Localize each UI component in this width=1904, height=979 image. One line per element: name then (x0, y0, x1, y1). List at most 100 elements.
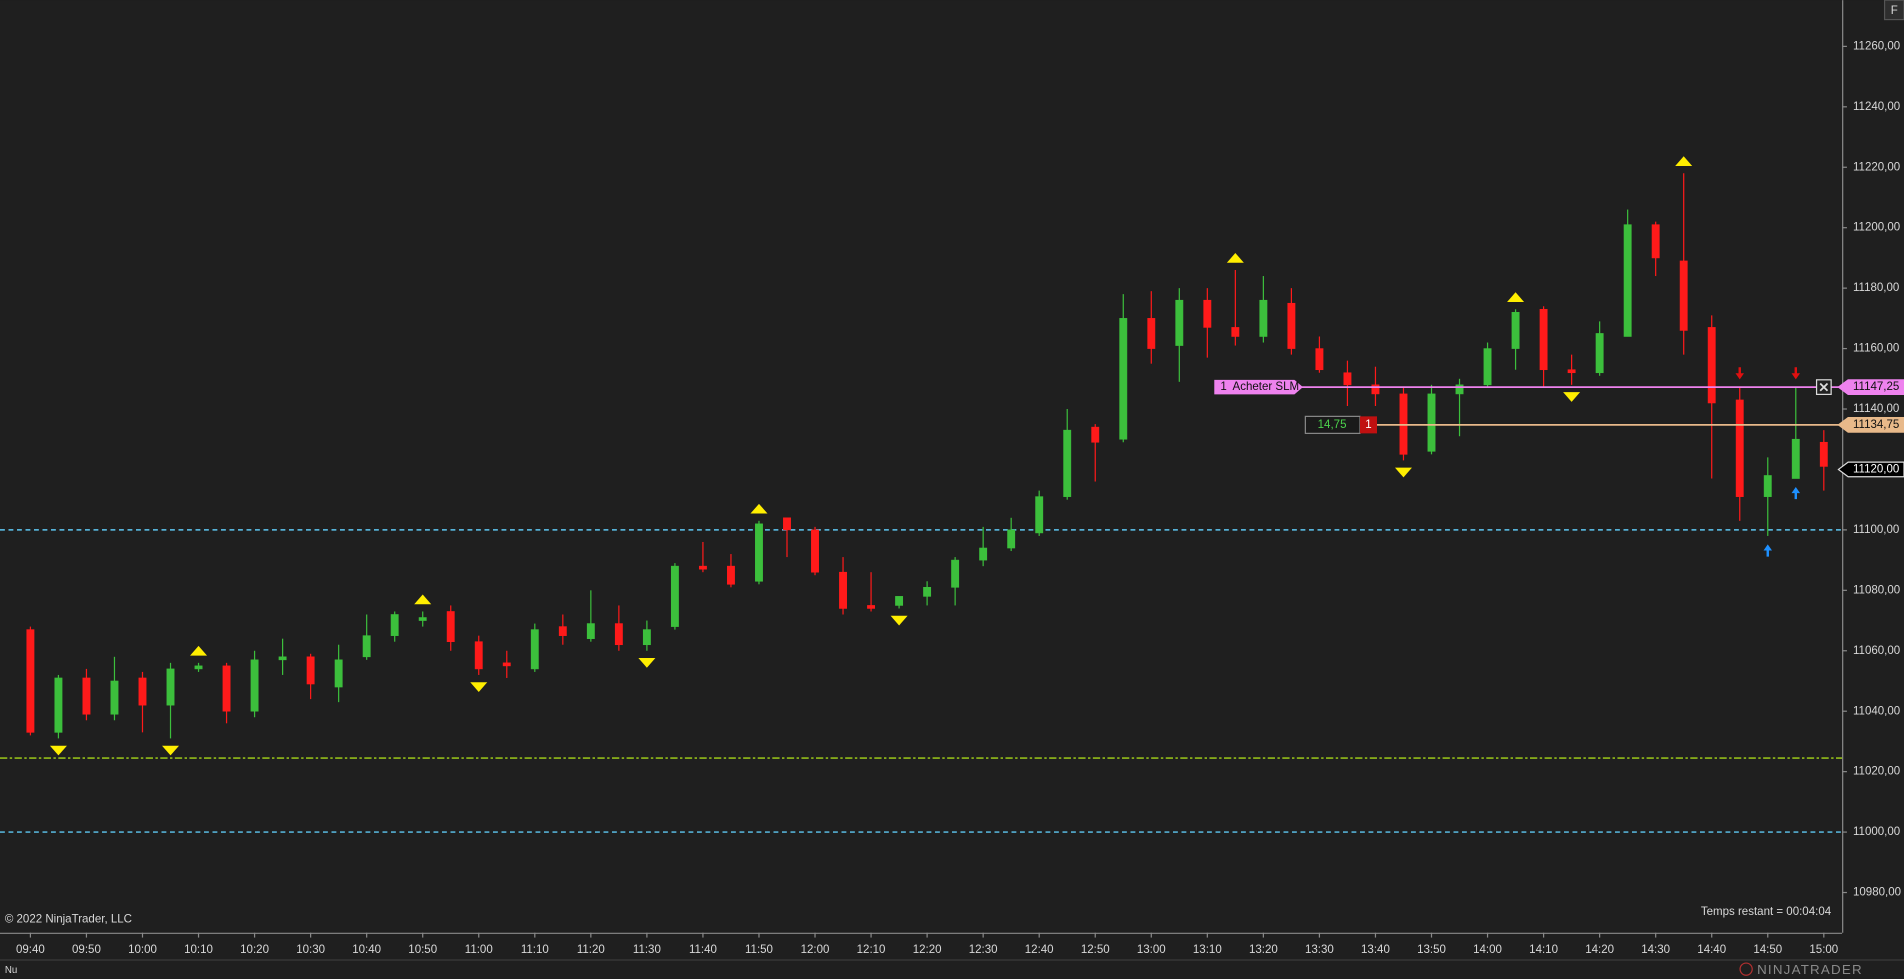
candle-body (1819, 441, 1828, 467)
candle-body (1595, 333, 1604, 374)
candle-body (418, 617, 427, 621)
x-tick-label: 09:50 (72, 944, 101, 956)
y-tick-label: 10980,00 (1853, 887, 1901, 899)
candle-body (586, 623, 595, 639)
candle-body (1707, 327, 1716, 404)
candle-body (1203, 299, 1212, 328)
x-tick-label: 11:40 (689, 944, 717, 956)
y-tick-label: 11000,00 (1853, 826, 1900, 838)
candle-body (530, 629, 539, 670)
position-tag-label: 11134,75 (1853, 419, 1899, 431)
candle-body (1035, 496, 1044, 534)
candle-body (1175, 299, 1184, 346)
candle-body (951, 559, 960, 588)
position-pnl: 14,75 (1318, 419, 1347, 431)
plot-area: 10980,00 11000,00 11020,00 11040,00 11060,00… (0, 40, 1904, 956)
signal-down (162, 745, 180, 756)
candle-body (250, 659, 259, 712)
candle-body (1539, 308, 1548, 371)
signal-up (190, 645, 208, 656)
order-cancel-icon (1819, 382, 1829, 392)
candle-body (1119, 318, 1128, 440)
y-tick-label: 11080,00 (1853, 584, 1900, 596)
x-tick-label: 10:30 (296, 944, 325, 956)
signal-down (1563, 392, 1581, 402)
y-tick-label: 11220,00 (1853, 161, 1900, 173)
last-price-tag-label: 11120,00 (1853, 463, 1899, 475)
x-tick-label: 14:10 (1529, 944, 1558, 956)
x-tick-label: 13:00 (1137, 944, 1166, 956)
candle-body (670, 565, 679, 627)
candle-body (474, 641, 483, 670)
x-tick-label: 13:30 (1305, 944, 1334, 956)
x-tick-label: 12:20 (913, 944, 942, 956)
signal-down (638, 658, 656, 668)
y-tick-label: 11100,00 (1853, 524, 1899, 536)
x-tick-label: 10:10 (184, 944, 213, 956)
y-tick-label: 11040,00 (1853, 705, 1900, 717)
x-tick-label: 09:40 (16, 944, 45, 956)
x-tick-label: 13:10 (1193, 944, 1222, 956)
signal-down (470, 682, 488, 692)
candle-body (222, 665, 231, 712)
candle-body (1371, 384, 1380, 395)
candle-body (811, 529, 819, 573)
x-tick-label: 12:30 (969, 944, 998, 956)
position-qty-box (1360, 416, 1377, 434)
x-tick-label: 10:50 (408, 944, 437, 956)
y-tick-label: 11020,00 (1853, 766, 1900, 778)
candle-body (1063, 429, 1072, 497)
candle-body (1007, 529, 1016, 549)
candle-body (1511, 312, 1520, 349)
signal-up (750, 503, 768, 514)
candle-body (642, 629, 651, 646)
candle-body (26, 629, 35, 733)
candle-body (446, 611, 455, 643)
candle-body (1147, 318, 1156, 349)
candle-body (362, 635, 371, 658)
candle-body (979, 547, 988, 561)
y-tick-label: 11240,00 (1853, 101, 1900, 113)
candle-body (1791, 438, 1800, 479)
candle-body (1287, 302, 1296, 349)
candle-body (755, 523, 763, 582)
candle-body (1231, 327, 1240, 337)
order-label-box (1214, 379, 1303, 395)
order-tag-label: 11147,25 (1853, 381, 1899, 393)
candle-body (306, 656, 315, 685)
x-tick-label: 12:40 (1025, 944, 1054, 956)
candle-body (166, 668, 175, 706)
candle-body (54, 677, 63, 733)
candle-body (1567, 369, 1576, 374)
x-tick-label: 11:00 (465, 944, 493, 956)
candle-body (82, 677, 91, 715)
copyright: © 2022 NinjaTrader, LLC (5, 913, 132, 925)
candle-body (867, 605, 876, 609)
y-tick-label: 11160,00 (1853, 343, 1899, 355)
candle-body (194, 665, 203, 670)
candle-body (923, 587, 932, 597)
candle-body (839, 571, 847, 609)
candle-body (698, 565, 707, 570)
candle-body (1763, 475, 1772, 497)
timer: Temps restant = 00:04:04 (1701, 906, 1832, 918)
position-qty: 1 (1365, 419, 1371, 431)
signal-down (49, 745, 67, 756)
signal-down (1394, 467, 1412, 478)
x-tick-label: 13:40 (1361, 944, 1390, 956)
candle-body (1483, 348, 1492, 386)
x-tick-label: 14:50 (1753, 944, 1782, 956)
x-tick-label: 11:50 (745, 944, 773, 956)
y-tick-label: 11200,00 (1853, 222, 1900, 234)
candle-body (727, 565, 735, 585)
candle-body (1427, 393, 1436, 452)
x-tick-label: 14:30 (1641, 944, 1670, 956)
x-tick-label: 14:40 (1697, 944, 1726, 956)
x-tick-label: 11:30 (633, 944, 661, 956)
corner-label: F (1891, 5, 1898, 17)
candle-body (895, 596, 904, 606)
signal-up (1226, 253, 1244, 263)
x-tick-label: 15:00 (1809, 944, 1838, 956)
